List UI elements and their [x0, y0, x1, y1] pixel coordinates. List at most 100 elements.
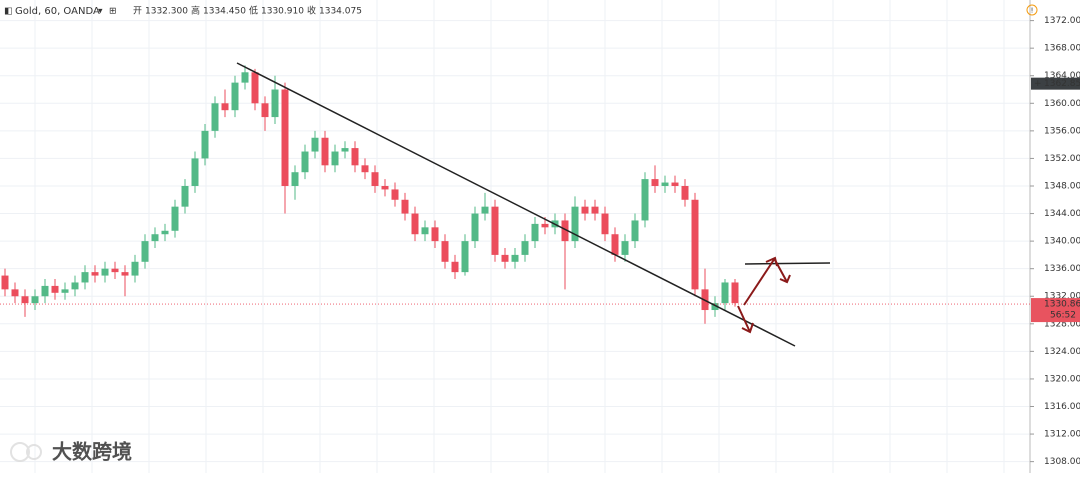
- candle-body: [111, 268, 119, 273]
- candle-body: [541, 223, 549, 228]
- candle-body: [61, 289, 69, 293]
- candle-body: [661, 182, 669, 186]
- candle-body: [711, 303, 719, 311]
- candle-body: [261, 103, 269, 118]
- candle-body: [361, 165, 369, 173]
- candle-body: [441, 241, 449, 262]
- candle-body: [421, 227, 429, 235]
- y-tick-label: 1316.000: [1044, 402, 1080, 412]
- candle-body: [691, 199, 699, 290]
- candle-body: [431, 227, 439, 242]
- y-tick-label: 1320.000: [1044, 374, 1080, 384]
- info-icon[interactable]: [1026, 4, 1038, 16]
- candle-body: [721, 282, 729, 304]
- candles: [0, 65, 1030, 324]
- candle-body: [221, 103, 229, 111]
- candle-body: [241, 72, 249, 83]
- y-tick-label: 1308.000: [1044, 457, 1080, 467]
- quote-value: 1332.300: [145, 7, 188, 17]
- quote-label: 开: [133, 6, 142, 17]
- quote-value: 1330.910: [261, 7, 304, 17]
- header: ◧ Gold, 60, OANDA ▾ ⊞ 开 1332.300 高 1334.450…: [4, 4, 1038, 17]
- y-tick-label: 1368.000: [1044, 44, 1080, 54]
- y-tick-label: 1364.000: [1044, 71, 1080, 81]
- candle-body: [311, 137, 319, 152]
- quote-label: 低: [249, 5, 258, 17]
- candle-body: [411, 213, 419, 235]
- high-marker-plus: +: [1034, 79, 1042, 89]
- countdown-label: 56:52: [1050, 311, 1076, 321]
- last-price-label: 1330.862: [1044, 300, 1080, 310]
- candle-body: [301, 151, 309, 173]
- candle-body: [321, 137, 329, 166]
- candle-body: [271, 89, 279, 118]
- candle-body: [731, 282, 739, 304]
- watermark-icon: [10, 442, 30, 462]
- candle-body: [381, 185, 389, 190]
- candle-body: [1, 275, 9, 290]
- candle-body: [531, 223, 539, 242]
- candle-body: [201, 130, 209, 159]
- candle-body: [81, 272, 89, 283]
- candle-body: [611, 234, 619, 255]
- candle-body: [161, 230, 169, 235]
- candle-body: [141, 241, 149, 262]
- symbol-title: Gold, 60, OANDA: [15, 6, 100, 17]
- candle-body: [131, 261, 139, 276]
- watermark-text: 大数跨境: [52, 440, 132, 464]
- candle-body: [31, 296, 39, 304]
- quote: 开 1332.300 高 1334.450 低 1330.910 收 1334.075: [133, 5, 362, 17]
- candle-body: [491, 206, 499, 255]
- quote-value: 1334.075: [319, 7, 362, 17]
- candle-body: [251, 72, 259, 104]
- candle-body: [521, 241, 529, 255]
- last-price-box: [1031, 298, 1080, 323]
- candle-body: [471, 213, 479, 242]
- candle-body: [21, 296, 29, 304]
- price-axis: 1308.000 1312.000 1316.000 1320.000 1324.000…: [1030, 16, 1080, 467]
- candle-body: [281, 89, 289, 186]
- candle-body: [511, 254, 519, 262]
- candle-body: [501, 254, 509, 262]
- y-tick-label: 1340.000: [1044, 237, 1080, 247]
- y-tick-label: 1336.000: [1044, 264, 1080, 274]
- grid: [0, 0, 1030, 473]
- compare-icon[interactable]: ⊞: [109, 7, 117, 17]
- candle-body: [91, 272, 99, 276]
- high-marker-box: [1031, 77, 1080, 90]
- high-marker-label: 1362.851: [1044, 79, 1080, 89]
- quote-label: 高: [191, 5, 200, 17]
- candle-body: [231, 82, 239, 111]
- candle-body: [151, 234, 159, 242]
- candle-body: [481, 206, 489, 214]
- candle-body: [291, 172, 299, 186]
- watermark-icon: [26, 444, 42, 460]
- y-tick-label: 1312.000: [1044, 430, 1080, 440]
- candle-body: [631, 220, 639, 242]
- y-tick-label: 1348.000: [1044, 181, 1080, 191]
- y-tick-label: 1344.000: [1044, 209, 1080, 219]
- candle-body: [181, 185, 189, 207]
- candle-body: [451, 261, 459, 273]
- candle-body: [651, 179, 659, 186]
- candle-body: [581, 206, 589, 214]
- candle-body: [621, 241, 629, 255]
- candle-body: [51, 285, 59, 293]
- candle-body: [461, 241, 469, 273]
- candle-body: [391, 189, 399, 200]
- candle-body: [331, 151, 339, 166]
- candle-body: [601, 213, 609, 235]
- dropdown[interactable]: ▾: [98, 7, 103, 17]
- arrows: [737, 256, 791, 334]
- candle-body: [71, 282, 79, 290]
- info-mark: !: [1031, 7, 1034, 15]
- candle-body: [641, 179, 649, 221]
- quote-value: 1334.450: [203, 7, 246, 17]
- candle-body: [171, 206, 179, 231]
- candle-body: [351, 148, 359, 166]
- candle-body: [371, 172, 379, 186]
- y-tick-label: 1332.000: [1044, 292, 1080, 302]
- y-tick-label: 1360.000: [1044, 99, 1080, 109]
